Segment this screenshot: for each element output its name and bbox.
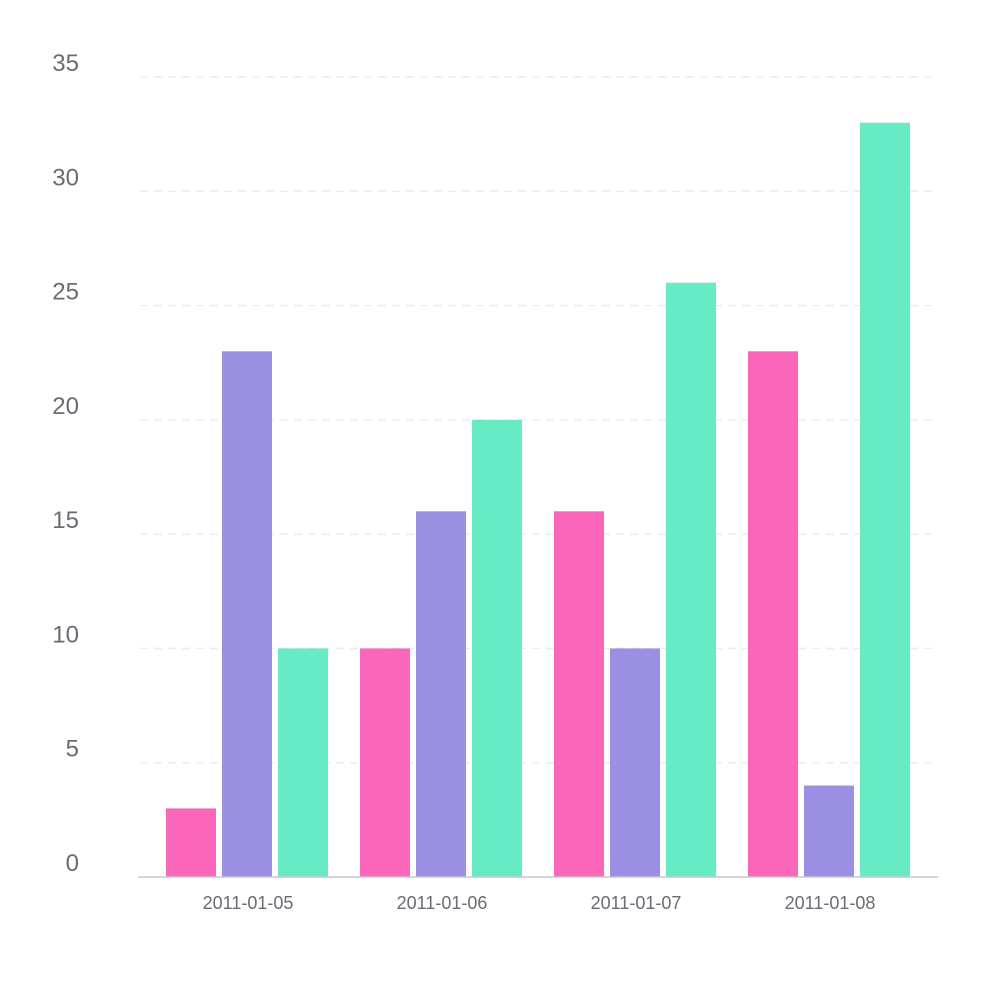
bar-2011-01-06-series-3 [472, 419, 522, 877]
y-tick-label: 5 [66, 736, 79, 763]
x-tick-label: 2011-01-06 [397, 893, 488, 913]
x-axis-ticks: 2011-01-05 2011-01-06 2011-01-07 2011-01-08 [203, 893, 876, 913]
bar-2011-01-08-series-2 [804, 785, 854, 877]
y-tick-label: 30 [52, 164, 79, 191]
bars-layer [166, 122, 910, 877]
bar-2011-01-07-series-1 [554, 511, 604, 877]
y-tick-label: 10 [52, 621, 79, 648]
bar-2011-01-07-series-3 [666, 282, 716, 877]
y-tick-label: 25 [52, 279, 79, 306]
y-tick-label: 0 [66, 850, 79, 877]
bar-2011-01-08-series-1 [748, 351, 798, 877]
bar-2011-01-07-series-2 [610, 648, 660, 877]
bar-2011-01-06-series-2 [416, 511, 466, 877]
bar-2011-01-06-series-1 [360, 648, 410, 877]
bar-2011-01-05-series-3 [278, 648, 328, 877]
x-tick-label: 2011-01-07 [591, 893, 682, 913]
y-tick-label: 20 [52, 393, 79, 420]
y-tick-label: 15 [52, 507, 79, 534]
bar-2011-01-05-series-1 [166, 808, 216, 877]
bar-2011-01-05-series-2 [222, 351, 272, 877]
y-axis-ticks: 0 5 10 15 20 25 30 35 [52, 50, 79, 877]
x-tick-label: 2011-01-05 [203, 893, 294, 913]
y-tick-label: 35 [52, 50, 79, 77]
x-tick-label: 2011-01-08 [785, 893, 876, 913]
bar-2011-01-08-series-3 [860, 122, 910, 877]
